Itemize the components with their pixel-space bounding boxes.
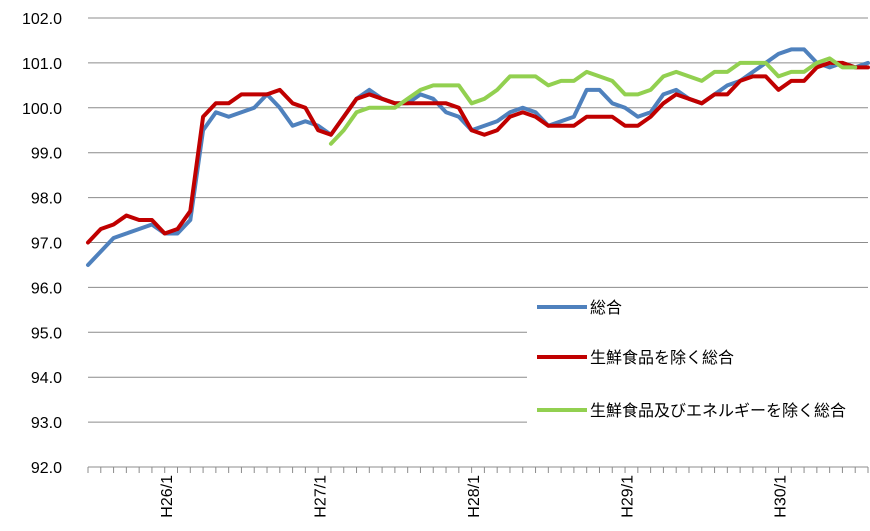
series-line-1 xyxy=(86,47,870,267)
x-tick-label: H27/1 xyxy=(312,475,329,518)
x-tick-label: H26/1 xyxy=(159,475,176,518)
x-axis-tick-labels: H26/1 H27/1 H28/1 H29/1 H30/1 xyxy=(159,475,790,518)
y-axis-tick-labels: 92.0 93.0 94.0 95.0 96.0 97.0 98.0 99.0 100.0 101… xyxy=(22,11,62,477)
x-tick-label: H30/1 xyxy=(773,475,790,518)
legend-label: 生鮮食品を除く総合 xyxy=(590,349,734,367)
y-tick-label: 99.0 xyxy=(31,146,62,163)
x-tick-label: H28/1 xyxy=(466,475,483,518)
y-tick-label: 98.0 xyxy=(31,191,62,208)
y-tick-label: 93.0 xyxy=(31,415,62,432)
y-tick-label: 94.0 xyxy=(31,370,62,387)
y-tick-label: 92.0 xyxy=(31,460,62,477)
y-tick-label: 100.0 xyxy=(22,101,62,118)
series-line-3 xyxy=(328,56,858,146)
y-tick-label: 102.0 xyxy=(22,11,62,28)
x-axis xyxy=(87,466,869,473)
legend-label: 生鮮食品及びエネルギーを除く総合 xyxy=(590,402,846,420)
series-line-2 xyxy=(86,60,870,245)
y-tick-label: 101.0 xyxy=(22,56,62,73)
legend-background xyxy=(527,290,868,450)
legend-label: 総合 xyxy=(590,299,622,317)
horizontal-gridlines xyxy=(88,17,868,423)
series-lines xyxy=(86,47,870,267)
y-tick-label: 97.0 xyxy=(31,236,62,253)
y-tick-label: 95.0 xyxy=(31,325,62,342)
x-tick-label: H29/1 xyxy=(619,475,636,518)
y-tick-label: 96.0 xyxy=(31,280,62,297)
